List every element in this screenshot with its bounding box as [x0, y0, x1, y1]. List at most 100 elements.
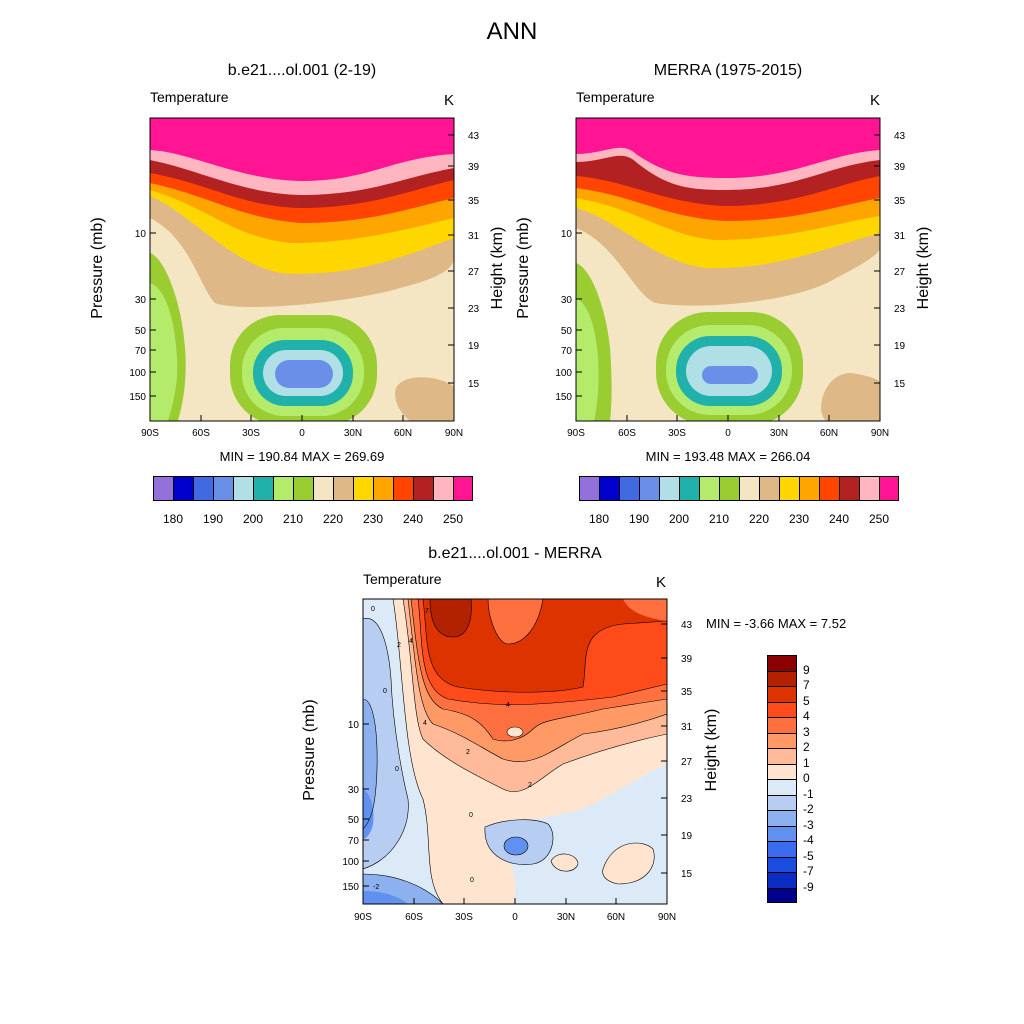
top-left-colorbar-label-6: 240 [402, 512, 424, 526]
top-right-colorbar-swatch-3 [639, 476, 659, 501]
top-left-colorbar [153, 476, 473, 501]
bd-rtick-43: 43 [681, 620, 693, 631]
bd-field-pos7 [430, 599, 472, 637]
bd-rtick-19: 19 [681, 831, 693, 842]
bottom-colorbar-swatch-8 [767, 779, 797, 795]
tl-xtick-90n: 90N [445, 428, 463, 439]
tl-rtick-19: 19 [468, 341, 480, 352]
top-left-colorbar-swatch-2 [193, 476, 213, 501]
bd-contour-label-4a: 4 [409, 638, 413, 645]
bottom-colorbar-swatch-7 [767, 763, 797, 779]
bd-rtick-35: 35 [681, 687, 693, 698]
bottom-colorbar-swatch-12 [767, 841, 797, 857]
bd-contour-label-4b: 4 [423, 720, 427, 727]
bd-contour-label-0c: 0 [395, 766, 399, 773]
bottom-colorbar-label-9: -2 [803, 802, 814, 816]
bd-field-neg3-core [504, 837, 528, 855]
tl-xtick-30s: 30S [242, 428, 260, 439]
top-right-colorbar-label-7: 250 [868, 512, 890, 526]
bd-xtick-60n: 60N [607, 912, 625, 923]
tr-xtick-90s: 90S [567, 428, 585, 439]
tl-ytick-50: 50 [135, 326, 147, 337]
bottom-colorbar-swatch-10 [767, 810, 797, 826]
bd-contour-label-0b: 0 [383, 688, 387, 695]
bottom-colorbar-label-4: 3 [803, 724, 810, 739]
bottom-colorbar-label-10: -3 [803, 817, 814, 832]
bd-xtick-90s: 90S [354, 912, 372, 923]
top-right-minmax: MIN = 193.48 MAX = 266.04 [645, 449, 811, 464]
top-left-colorbar-swatch-3 [213, 476, 233, 501]
top-left-ylabel: Pressure (mb) [89, 217, 106, 319]
top-right-colorbar-label-0: 180 [588, 512, 610, 526]
bd-xtick-0: 0 [512, 912, 518, 923]
top-left-colorbar-swatch-1 [173, 476, 193, 501]
tr-xtick-0: 0 [725, 428, 731, 439]
top-left-minmax: MIN = 190.84 MAX = 269.69 [219, 449, 385, 464]
bottom-colorbar-swatch-5 [767, 732, 797, 748]
top-right-colorbar-swatch-12 [819, 476, 839, 501]
top-right-colorbar-label-4: 220 [748, 512, 770, 526]
bd-ytick-30: 30 [348, 785, 360, 796]
tl-ring-195 [275, 360, 333, 388]
top-left-colorbar-swatch-5 [253, 476, 273, 501]
top-right-plot: 90S 60S 30S 0 30N 60N 90N 10 30 50 70 10… [555, 117, 906, 439]
bd-ytick-150: 150 [342, 882, 359, 893]
bottom-colorbar-label-14: -9 [803, 879, 814, 894]
tl-xtick-60s: 60S [192, 428, 210, 439]
bd-field-neg1-west [363, 618, 409, 869]
bd-rtick-15: 15 [681, 869, 693, 880]
top-left-colorbar-swatch-15 [453, 476, 473, 501]
bottom-colorbar-swatch-11 [767, 825, 797, 841]
bd-contour-label-4c: 4 [506, 702, 510, 709]
top-right-colorbar-label-2: 200 [668, 512, 690, 526]
tr-ytick-100: 100 [555, 368, 572, 379]
tl-ytick-30: 30 [135, 295, 147, 306]
bd-field-pos5 [423, 599, 667, 693]
top-right-colorbar-swatch-5 [679, 476, 699, 501]
top-right-colorbar-swatch-1 [599, 476, 619, 501]
top-right-unit: K [870, 92, 881, 109]
top-right-colorbar-label-5: 230 [788, 512, 810, 526]
top-left-colorbar-swatch-6 [273, 476, 293, 501]
top-right-ylabel: Pressure (mb) [515, 217, 532, 319]
bd-contour-label-0d: 0 [469, 812, 473, 819]
bottom-colorbar-label-3: 4 [803, 709, 810, 723]
tr-ytick-150: 150 [555, 392, 572, 403]
tr-ring-195 [702, 366, 758, 384]
tl-band-255 [150, 118, 454, 181]
tr-band-210-left [576, 298, 599, 421]
tr-rtick-23: 23 [894, 304, 906, 315]
tl-rtick-15: 15 [468, 379, 480, 390]
bd-rtick-23: 23 [681, 794, 693, 805]
top-left-colorbar-swatch-10 [353, 476, 373, 501]
top-left-colorbar-label-1: 190 [202, 512, 224, 526]
bottom-colorbar-swatch-13 [767, 856, 797, 872]
tl-rtick-39: 39 [468, 162, 480, 173]
bd-field-neg3-south [363, 891, 408, 904]
bd-field-pos4-ne [623, 599, 667, 621]
tr-ytick-70: 70 [561, 346, 573, 357]
top-left-colorbar-swatch-9 [333, 476, 353, 501]
top-right-colorbar-swatch-2 [619, 476, 639, 501]
tr-xtick-90n: 90N [871, 428, 889, 439]
tr-rtick-19: 19 [894, 341, 906, 352]
bd-rtick-31: 31 [681, 722, 693, 733]
bottom-colorbar-swatch-2 [767, 686, 797, 702]
top-left-variable: Temperature [150, 89, 229, 105]
tl-ytick-10: 10 [135, 229, 147, 240]
top-right-colorbar-swatch-6 [699, 476, 719, 501]
tl-band-210-left [150, 283, 178, 421]
top-right-colorbar-swatch-13 [839, 476, 859, 501]
bd-field-neg3-west [363, 789, 374, 839]
top-left-colorbar-swatch-11 [373, 476, 393, 501]
tl-ytick-70: 70 [135, 346, 147, 357]
top-right-colorbar-swatch-9 [759, 476, 779, 501]
tr-rtick-43: 43 [894, 131, 906, 142]
bottom-ylabel: Pressure (mb) [301, 699, 318, 801]
tr-ytick-10: 10 [561, 229, 573, 240]
bottom-title: b.e21....ol.001 - MERRA [428, 545, 602, 562]
bottom-colorbar-label-2: 5 [803, 693, 810, 708]
bd-contour-label-2c: 2 [528, 782, 532, 789]
bottom-colorbar-swatch-14 [767, 872, 797, 888]
top-right-colorbar-label-6: 240 [828, 512, 850, 526]
